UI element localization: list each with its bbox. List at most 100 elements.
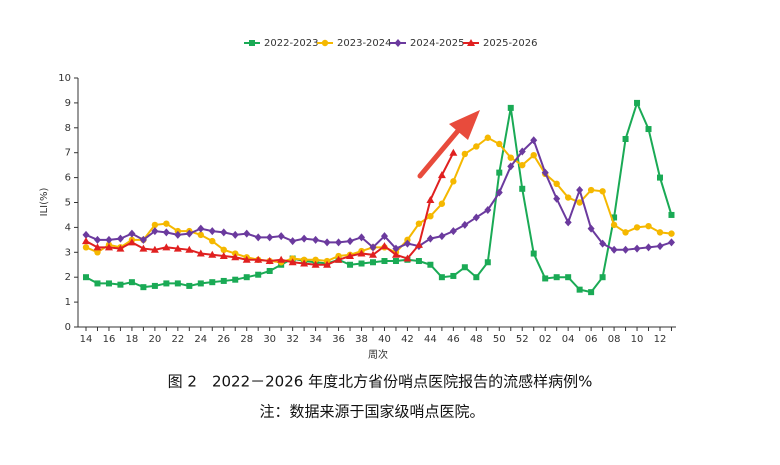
data-point [358,233,366,242]
data-point [565,274,572,281]
data-point [599,239,607,248]
data-point [656,242,664,251]
data-point [576,199,583,206]
data-point [128,229,136,238]
data-point [450,178,457,185]
data-point [634,99,641,106]
data-point [208,250,217,258]
legend-label: 2022-2023 [264,38,319,49]
y-tick-label: 7 [65,148,71,159]
data-point [645,222,652,230]
data-point [254,233,262,242]
data-point [484,134,491,141]
data-point [391,250,400,258]
x-tick-label: 14 [80,334,93,345]
data-point [139,244,148,252]
data-point [117,281,124,288]
data-point [484,259,491,266]
x-tick-label: 32 [286,334,299,345]
data-point [427,212,434,220]
y-tick-label: 10 [58,73,71,84]
data-point [587,224,595,233]
data-point [220,228,228,237]
data-point [495,188,503,197]
x-tick-label: 02 [539,334,552,345]
data-point [173,244,182,252]
x-tick-label: 50 [493,334,506,345]
x-tick-label: 26 [217,334,230,345]
data-point [323,260,332,268]
data-point [519,161,526,169]
data-point [311,260,320,268]
data-point [197,280,204,287]
data-point [403,239,411,248]
data-point [369,243,377,252]
data-point [116,234,124,243]
series-line [85,100,673,294]
data-point [426,196,435,204]
y-tick-label: 4 [65,222,71,233]
data-point [450,272,457,279]
data-point [186,282,193,289]
data-point [162,243,171,251]
data-point [347,261,354,268]
data-point [461,264,468,271]
data-point [587,186,595,194]
data-point [151,227,159,236]
data-point [415,220,423,227]
data-point [427,261,434,268]
data-point [507,162,515,171]
data-point [163,220,170,227]
x-tick-label: 48 [470,334,483,345]
data-point [300,234,308,243]
data-point [599,274,606,281]
data-point [243,274,250,281]
caption: 图 2 2022－2026 年度北方省份哨点医院报告的流感样病例% [168,373,593,391]
data-point [622,229,629,236]
data-point [254,255,263,263]
data-point [519,185,526,192]
data-point [277,232,285,241]
x-tick-label: 10 [631,334,644,345]
data-point [507,154,514,161]
data-point [162,228,170,237]
legend-marker [249,40,255,46]
data-point [163,280,170,287]
data-point [576,286,583,293]
data-point [312,256,319,263]
legend-marker [321,39,329,47]
data-point [633,244,641,253]
series-line [85,138,672,251]
data-point [380,242,389,250]
data-point [461,220,469,229]
data-point [150,245,159,253]
data-point [174,230,182,239]
data-point [335,238,343,247]
data-point [83,274,89,281]
data-point [518,147,526,156]
data-point [588,289,595,296]
data-point [151,282,158,289]
data-point [220,277,227,284]
data-point [243,229,251,238]
data-point [116,244,125,252]
data-point [438,274,445,281]
data-point [82,230,90,239]
legend-label: 2023-2024 [337,38,392,49]
data-point [151,221,159,229]
data-point [346,237,354,246]
data-point [105,235,113,244]
x-tick-label: 40 [378,334,391,345]
y-tick-label: 8 [65,123,71,134]
x-tick-label: 42 [401,334,414,345]
data-point [622,245,630,254]
data-point [610,221,618,229]
x-tick-label: 52 [516,334,529,345]
data-point [82,244,90,251]
data-point [105,280,112,287]
data-point [370,259,376,266]
data-point [265,257,274,265]
y-tick-label: 9 [65,98,71,109]
x-tick-label: 24 [194,334,207,345]
